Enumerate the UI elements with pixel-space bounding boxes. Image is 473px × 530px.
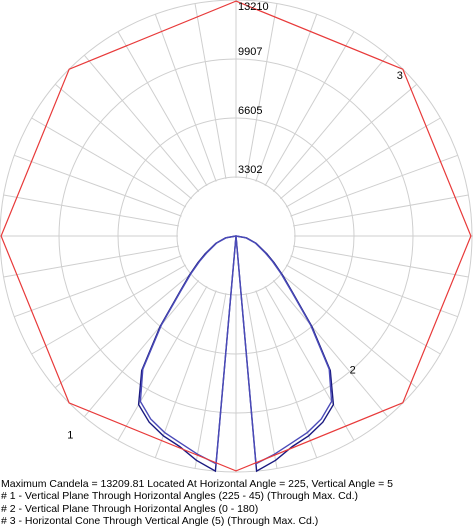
legend-entry-3: # 3 - Horizontal Cone Through Vertical A… [1,514,319,527]
polar-candela-chart: 3302 6605 9907 13210 1 2 3 [0,0,473,473]
grid-ring [0,0,473,473]
curve-label-3: 3 [397,70,403,82]
grid-ring [58,58,414,414]
radial-tick-label: 13210 [238,1,269,13]
grid-ring [117,117,355,355]
legend-entry-2: # 2 - Vertical Plane Through Horizontal … [1,502,259,515]
polar-grid [0,0,473,473]
series-3-curve [0,0,472,472]
curve-label-2: 2 [350,365,356,377]
max-candela-text: Maximum Candela = 13209.81 Located At Ho… [1,478,393,490]
grid-ring [176,176,296,296]
candela-curves [0,0,472,473]
chart-caption: Maximum Candela = 13209.81 Located At Ho… [1,478,473,527]
series-2-curve [139,235,333,465]
radial-tick-label: 3302 [238,164,262,176]
legend-entry-1: # 1 - Vertical Plane Through Horizontal … [1,490,358,503]
radial-tick-label: 6605 [238,105,262,117]
chart-labels: 3302 6605 9907 13210 1 2 3 [67,1,403,441]
curve-label-1: 1 [67,429,73,441]
radial-tick-label: 9907 [238,46,262,58]
